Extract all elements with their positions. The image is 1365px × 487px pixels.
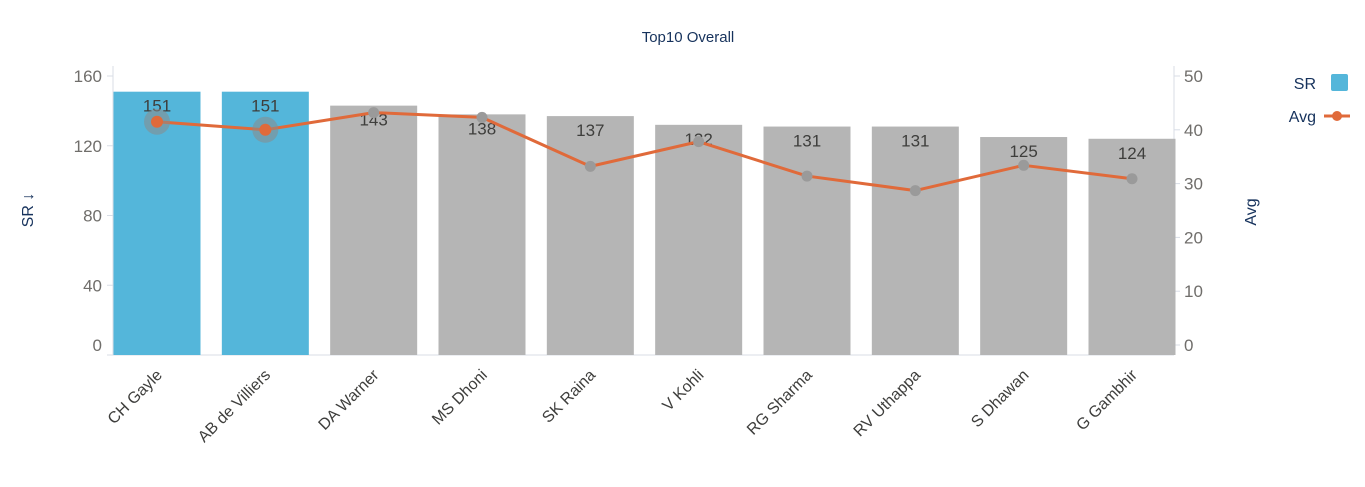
x-tick-label: V Kohli: [660, 367, 708, 415]
sr-bar: [763, 126, 851, 355]
sr-bar: [330, 105, 418, 355]
y-tick-label: 80: [83, 207, 102, 226]
avg-point: [693, 136, 705, 148]
avg-point: [1018, 159, 1030, 171]
x-axis-labels: CH Gayle AB de Villiers DA Warner MS Dhoni S…: [105, 366, 1142, 446]
y-tick-label: 160: [74, 67, 102, 86]
avg-point: [584, 160, 596, 172]
sr-bar: [1088, 138, 1176, 355]
avg-line-layer: [144, 107, 1138, 197]
sr-data-label: 137: [576, 121, 604, 140]
sr-bar: [438, 114, 526, 355]
y2-tick-label: 50: [1184, 67, 1203, 86]
sr-data-label: 131: [901, 132, 929, 151]
avg-point: [801, 170, 813, 182]
legend-label-sr: SR: [1294, 76, 1316, 93]
avg-point: [909, 185, 921, 197]
sr-bar: [113, 91, 201, 355]
x-tick-label: SK Raina: [539, 367, 599, 427]
x-tick-label: RV Uthappa: [851, 367, 925, 441]
avg-point: [368, 107, 380, 119]
y2-tick-label: 20: [1184, 228, 1203, 247]
avg-point: [259, 123, 272, 136]
y-tick-label: 120: [74, 137, 102, 156]
sr-data-label: 125: [1009, 142, 1037, 161]
sr-data-label: 131: [793, 132, 821, 151]
x-tick-label: MS Dhoni: [429, 367, 491, 429]
y2-tick-label: 30: [1184, 175, 1203, 194]
avg-point: [151, 115, 163, 128]
y-tick-label: 40: [83, 276, 102, 295]
chart-title: Top10 Overall: [642, 29, 735, 46]
sr-bar: [871, 126, 959, 355]
legend-swatch-sr: [1331, 74, 1348, 91]
sr-bar-labels: 151151143138137132131131125124: [143, 97, 1146, 163]
sr-bars: [113, 91, 1176, 355]
sr-bar: [546, 116, 634, 355]
x-tick-label: DA Warner: [316, 366, 383, 433]
y2-axis-ticks: 50 40 30 20 10 0: [1174, 67, 1203, 355]
x-tick-label: RG Sharma: [744, 367, 816, 439]
y2-tick-label: 0: [1184, 336, 1193, 355]
x-tick-label: AB de Villiers: [195, 367, 274, 446]
sr-data-label: 143: [359, 111, 387, 130]
x-tick-label: CH Gayle: [105, 367, 166, 428]
y2-tick-label: 40: [1184, 121, 1203, 140]
y-tick-label: 0: [93, 336, 102, 355]
legend-label-avg: Avg: [1289, 109, 1316, 126]
y2-tick-label: 10: [1184, 282, 1203, 301]
avg-point: [1126, 173, 1138, 185]
legend-dot-avg: [1332, 111, 1342, 121]
sr-bar: [655, 124, 743, 355]
x-tick-label: G Gambhir: [1073, 366, 1141, 434]
avg-point: [476, 111, 488, 123]
sr-data-label: 151: [251, 97, 279, 116]
y-axis-label: SR ↓: [20, 193, 37, 228]
sr-data-label: 124: [1118, 144, 1146, 163]
sr-data-label: 138: [468, 119, 496, 138]
legend: SR Avg: [1289, 74, 1350, 126]
x-tick-label: S Dhawan: [968, 367, 1032, 431]
y2-axis-label: Avg: [1243, 198, 1260, 225]
avg-line: [156, 111, 1133, 193]
y-axis-ticks: 160 120 80 40 0: [74, 67, 113, 356]
